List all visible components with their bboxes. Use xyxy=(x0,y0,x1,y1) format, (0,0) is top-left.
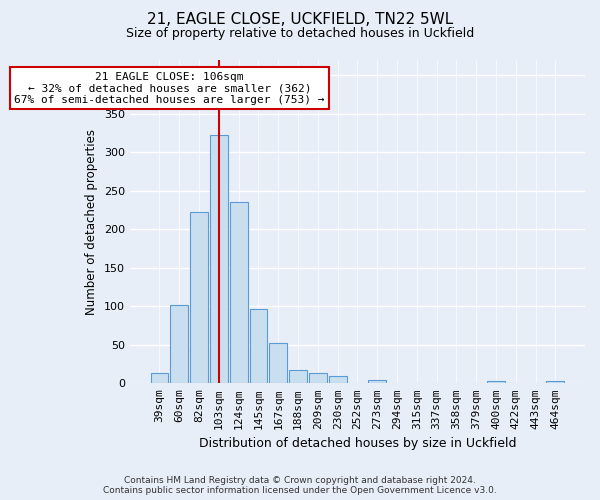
Bar xyxy=(289,370,307,384)
Text: Contains HM Land Registry data © Crown copyright and database right 2024.
Contai: Contains HM Land Registry data © Crown c… xyxy=(103,476,497,495)
Text: Size of property relative to detached houses in Uckfield: Size of property relative to detached ho… xyxy=(126,28,474,40)
Bar xyxy=(329,376,347,384)
Text: 21 EAGLE CLOSE: 106sqm
← 32% of detached houses are smaller (362)
67% of semi-de: 21 EAGLE CLOSE: 106sqm ← 32% of detached… xyxy=(14,72,325,104)
Y-axis label: Number of detached properties: Number of detached properties xyxy=(85,128,98,314)
Bar xyxy=(190,212,208,384)
X-axis label: Distribution of detached houses by size in Uckfield: Distribution of detached houses by size … xyxy=(199,437,516,450)
Bar xyxy=(269,344,287,384)
Bar xyxy=(368,380,386,384)
Bar xyxy=(151,374,169,384)
Bar xyxy=(230,202,248,384)
Bar xyxy=(210,134,228,384)
Bar xyxy=(170,305,188,384)
Bar xyxy=(309,372,327,384)
Bar xyxy=(547,381,565,384)
Text: 21, EAGLE CLOSE, UCKFIELD, TN22 5WL: 21, EAGLE CLOSE, UCKFIELD, TN22 5WL xyxy=(147,12,453,28)
Bar xyxy=(487,381,505,384)
Bar xyxy=(250,310,268,384)
